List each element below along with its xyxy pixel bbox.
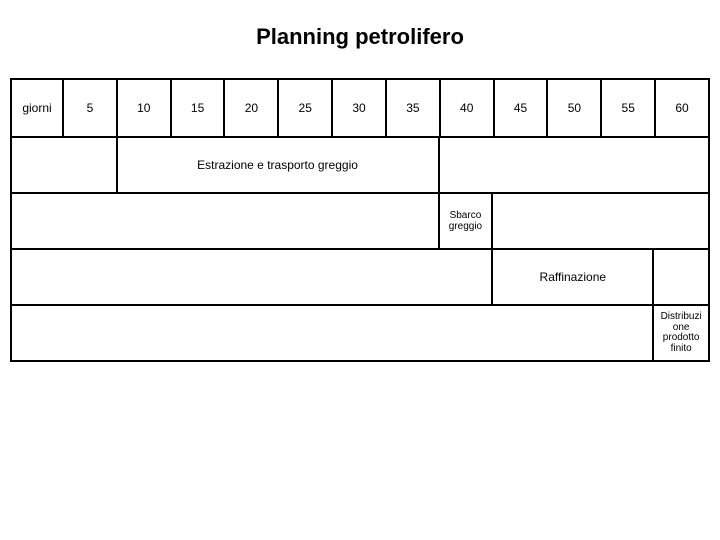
gantt-bar: Estrazione e trasporto greggio — [118, 138, 440, 192]
tick-cell: 10 — [116, 80, 170, 136]
gantt-spacer — [12, 138, 118, 192]
gantt-spacer — [12, 194, 440, 248]
tick-cell: 35 — [385, 80, 439, 136]
tick-cell: 45 — [493, 80, 547, 136]
tick-cell: 40 — [439, 80, 493, 136]
gantt-row: Estrazione e trasporto greggio — [12, 136, 708, 192]
gantt-bar: Sbarco greggio — [440, 194, 494, 248]
chart-title: Planning petrolifero — [0, 0, 720, 78]
tick-cell: 20 — [223, 80, 277, 136]
gantt-row: Distribuzione prodotto finito — [12, 304, 708, 360]
gantt-chart: giorni 5 10 15 20 25 30 35 40 45 50 55 6… — [10, 78, 710, 362]
header-row: giorni 5 10 15 20 25 30 35 40 45 50 55 6… — [12, 80, 708, 136]
gantt-spacer — [12, 250, 493, 304]
tick-cell: 55 — [600, 80, 654, 136]
gantt-spacer — [493, 194, 708, 248]
tick-cell: 50 — [546, 80, 600, 136]
gantt-spacer — [654, 250, 708, 304]
gantt-spacer — [440, 138, 708, 192]
gantt-row: Raffinazione — [12, 248, 708, 304]
tick-cell: 15 — [170, 80, 224, 136]
gantt-bar: Raffinazione — [493, 250, 654, 304]
gantt-bar: Distribuzione prodotto finito — [654, 306, 708, 360]
header-label: giorni — [12, 80, 64, 136]
gantt-spacer — [12, 306, 654, 360]
tick-cell: 25 — [277, 80, 331, 136]
tick-cell: 60 — [654, 80, 708, 136]
tick-cell: 5 — [64, 80, 116, 136]
tick-cell: 30 — [331, 80, 385, 136]
gantt-row: Sbarco greggio — [12, 192, 708, 248]
